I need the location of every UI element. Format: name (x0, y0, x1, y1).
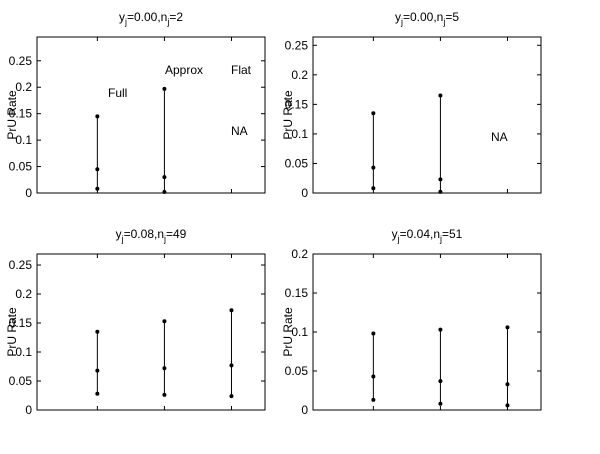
point (438, 177, 443, 182)
point (371, 397, 376, 402)
y-tick-label: 0.15 (9, 316, 33, 330)
y-tick-label: 0.25 (9, 258, 33, 272)
point (438, 327, 443, 332)
y-tick-label: 0.1 (15, 133, 32, 147)
title-part: j (439, 234, 442, 244)
title-part: j (121, 234, 124, 244)
point (162, 86, 167, 91)
point (162, 189, 167, 194)
title-part: =49 (166, 227, 187, 241)
title-part: y (116, 227, 122, 241)
title-part: =51 (442, 227, 463, 241)
y-tick-label: 0.25 (285, 38, 309, 52)
point (229, 363, 234, 368)
title-part: y (395, 10, 401, 24)
point (438, 189, 443, 194)
y-tick-label: 0.2 (15, 287, 32, 301)
title-part: j (400, 17, 403, 27)
y-tick-label: 0.05 (285, 156, 309, 170)
point (371, 186, 376, 191)
point (438, 379, 443, 384)
subplot-title: yj=0.08,nj=49 (116, 227, 187, 244)
annotation: NA (231, 124, 248, 138)
point (95, 114, 100, 119)
title-part: j (442, 17, 445, 27)
point (438, 401, 443, 406)
y-tick-label: 0.1 (15, 345, 32, 359)
point (371, 111, 376, 116)
y-tick-label: 0.15 (285, 97, 309, 111)
subplot-title: yj=0.04,nj=51 (392, 227, 463, 244)
point (95, 391, 100, 396)
point (95, 368, 100, 373)
point (371, 165, 376, 170)
y-axis-label: PrU Rate (281, 90, 295, 140)
title-part: j (163, 234, 166, 244)
point (162, 319, 167, 324)
point (162, 366, 167, 371)
y-tick-label: 0 (301, 186, 308, 200)
point (229, 308, 234, 313)
axes-box (36, 36, 266, 194)
title-part: =0.00,n (127, 10, 167, 24)
title-part: =0.08,n (124, 227, 164, 241)
y-axis-label: PrU Rate (5, 90, 19, 140)
y-tick-label: 0.05 (285, 364, 309, 378)
point (162, 392, 167, 397)
title-part: j (166, 17, 169, 27)
title-part: y (392, 227, 398, 241)
point (505, 403, 510, 408)
title-part: y (119, 10, 125, 24)
title-part: =0.00,n (403, 10, 443, 24)
axes-box (312, 36, 542, 194)
y-axis-label: PrU Rate (5, 307, 19, 357)
axes-box (312, 253, 542, 411)
point (371, 374, 376, 379)
y-tick-label: 0.1 (291, 325, 308, 339)
title-part: =5 (445, 10, 459, 24)
point (162, 175, 167, 180)
point (438, 93, 443, 98)
y-tick-label: 0.05 (9, 160, 33, 174)
point (229, 394, 234, 399)
y-tick-label: 0.15 (9, 107, 33, 121)
subplot-title: yj=0.00,nj=5 (395, 10, 459, 27)
point (371, 331, 376, 336)
title-part: =0.04,n (400, 227, 440, 241)
annotation: Flat (231, 63, 252, 77)
y-tick-label: 0.05 (9, 374, 33, 388)
title-part: =2 (169, 10, 183, 24)
annotation: NA (491, 130, 508, 144)
point (95, 329, 100, 334)
point (95, 167, 100, 172)
subplot-title: yj=0.00,nj=2 (119, 10, 183, 27)
title-part: j (397, 234, 400, 244)
annotation: Full (108, 86, 127, 100)
point (505, 325, 510, 330)
title-part: j (124, 17, 127, 27)
point (505, 382, 510, 387)
y-tick-label: 0 (301, 403, 308, 417)
y-tick-label: 0.2 (15, 80, 32, 94)
point (95, 186, 100, 191)
y-axis-label: PrU Rate (281, 307, 295, 357)
y-tick-label: 0.15 (285, 286, 309, 300)
y-tick-label: 0.1 (291, 127, 308, 141)
axes-box (36, 253, 266, 411)
y-tick-label: 0 (25, 403, 32, 417)
y-tick-label: 0.2 (291, 68, 308, 82)
y-tick-label: 0 (25, 186, 32, 200)
annotation: Approx (165, 63, 203, 77)
y-tick-label: 0.25 (9, 54, 33, 68)
y-tick-label: 0.2 (291, 247, 308, 261)
